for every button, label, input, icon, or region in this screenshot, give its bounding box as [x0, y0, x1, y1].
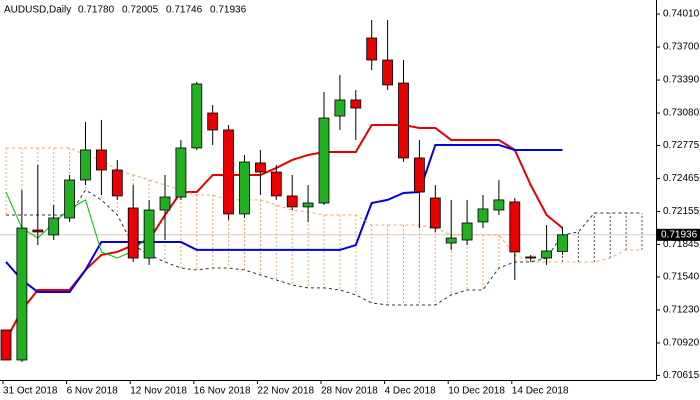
- candle-body: [350, 99, 362, 109]
- indicator-line: [5, 123, 564, 341]
- candle-body: [445, 237, 457, 244]
- y-tick-label: 0.70920: [663, 338, 700, 349]
- candle-body: [382, 59, 394, 86]
- ohlc-label: 0.72005: [122, 5, 159, 16]
- candle-body: [334, 99, 346, 117]
- candle-body: [143, 209, 155, 259]
- last-price-label: 0.71936: [661, 229, 698, 240]
- candle-body: [159, 196, 171, 211]
- y-tick-label: 0.73700: [663, 42, 700, 53]
- chart-title: AUDUSD,Daily: [4, 5, 71, 16]
- candle-body: [127, 207, 139, 259]
- candle-body: [0, 329, 12, 361]
- ohlc-label: 0.71780: [78, 5, 115, 16]
- last-price-box: [657, 228, 700, 241]
- y-tick-label: 0.72155: [663, 206, 700, 217]
- x-tick-label: 6 Nov 2018: [67, 386, 119, 397]
- ohlc-label: 0.71936: [210, 5, 247, 16]
- y-tick-label: 0.71845: [663, 239, 700, 250]
- candle-body: [111, 169, 123, 197]
- candle-body: [191, 83, 203, 149]
- candle-body: [477, 208, 489, 223]
- y-tick-label: 0.73080: [663, 108, 700, 119]
- y-tick-label: 0.71230: [663, 305, 700, 316]
- candle-body: [270, 171, 282, 197]
- candle-body: [175, 147, 187, 198]
- candle-body: [541, 250, 552, 259]
- candle-body: [223, 129, 235, 215]
- candle-body: [64, 179, 75, 219]
- x-tick-label: 14 Dec 2018: [512, 386, 569, 397]
- candle-body: [398, 82, 409, 159]
- candle-body: [48, 217, 60, 236]
- indicator-line: [6, 189, 642, 306]
- x-tick-label: 16 Nov 2018: [194, 386, 251, 397]
- x-tick-label: 22 Nov 2018: [257, 386, 314, 397]
- ohlc-label: 0.71746: [166, 5, 203, 16]
- candle-body: [239, 161, 250, 215]
- indicator-line: [5, 191, 150, 259]
- candle-body: [96, 149, 107, 171]
- x-tick-label: 12 Nov 2018: [130, 386, 187, 397]
- candle-body: [302, 202, 314, 208]
- candle-body: [525, 256, 537, 259]
- candle-body: [413, 157, 425, 193]
- candle-body: [461, 222, 473, 241]
- y-tick-label: 0.72465: [663, 173, 700, 184]
- candle-body: [493, 199, 505, 211]
- candle-body: [32, 229, 44, 233]
- candle-body: [286, 195, 298, 208]
- candle-body: [254, 162, 266, 173]
- plot-area: [0, 20, 656, 363]
- x-tick-label: 10 Dec 2018: [448, 386, 505, 397]
- y-tick-label: 0.71540: [663, 272, 700, 283]
- y-tick-label: 0.72775: [663, 140, 700, 151]
- y-tick-label: 0.70615: [663, 370, 700, 381]
- y-tick-label: 0.74010: [663, 9, 700, 20]
- candle-body: [366, 37, 378, 61]
- candle-body: [509, 201, 521, 253]
- candle-body: [557, 234, 568, 252]
- candle-body: [429, 197, 441, 229]
- indicator-line: [5, 143, 563, 293]
- y-tick-label: 0.73390: [663, 75, 700, 86]
- candle-body: [16, 227, 28, 361]
- candle-body: [80, 149, 91, 181]
- indicator-line: [6, 147, 642, 263]
- candle-body: [318, 117, 330, 204]
- x-tick-label: 4 Dec 2018: [385, 386, 437, 397]
- x-tick-label: 28 Nov 2018: [321, 386, 378, 397]
- candle-body: [207, 112, 219, 131]
- x-tick-label: 31 Oct 2018: [3, 386, 58, 397]
